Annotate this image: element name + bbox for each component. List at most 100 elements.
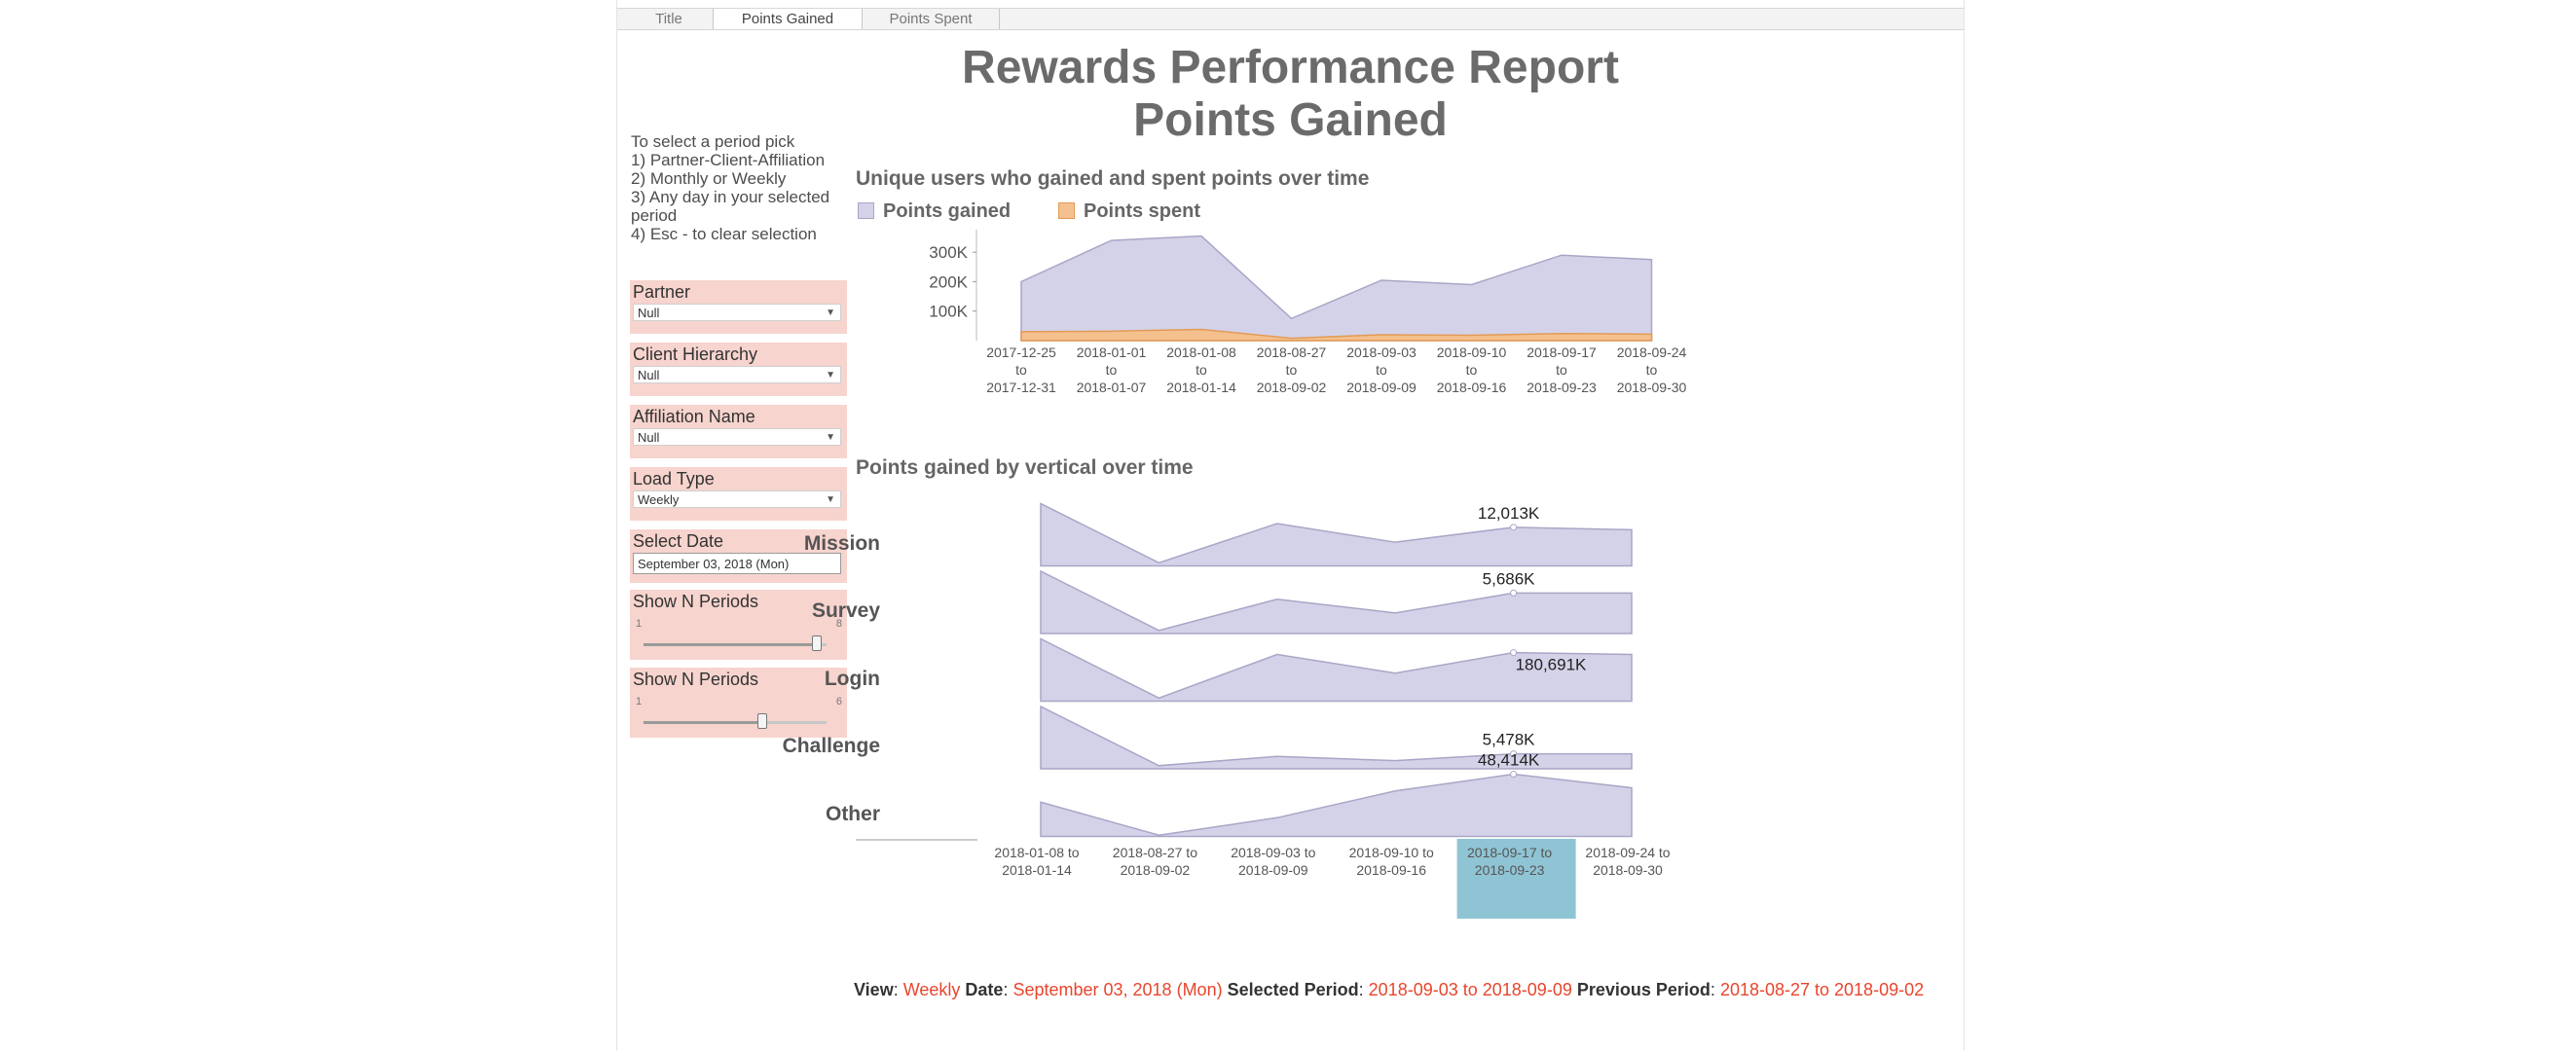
partner-filter: Partner Null ▼: [630, 280, 847, 334]
selected-point-marker[interactable]: [1510, 589, 1518, 597]
affiliation-dropdown-value: Null: [638, 430, 660, 445]
view-label: View: [854, 980, 894, 999]
row-label-survey: Survey: [811, 599, 880, 622]
slider-thumb[interactable]: [812, 635, 822, 651]
client-hierarchy-filter-label: Client Hierarchy: [633, 344, 758, 364]
x-tick-label: 2018-09-17 to 2018-09-23: [1467, 845, 1552, 878]
load-type-filter: Load Type Weekly ▼: [630, 467, 847, 521]
x-tick-label: 2018-01-01 to 2018-01-07: [1077, 344, 1147, 395]
x-tick-label: 2018-08-27 to 2018-09-02: [1113, 845, 1197, 878]
slider-fill: [644, 643, 817, 646]
vertical-area[interactable]: [1040, 502, 1633, 567]
affiliation-filter: Affiliation Name Null ▼: [630, 405, 847, 458]
x-tick-label: 2018-09-17 to 2018-09-23: [1527, 344, 1597, 395]
selected-point-marker[interactable]: [1510, 750, 1518, 758]
instruction-line: 4) Esc - to clear selection: [631, 225, 817, 243]
selected-point-marker[interactable]: [1510, 771, 1518, 778]
area-points-spent[interactable]: [1020, 328, 1653, 342]
swatch-gained: [858, 202, 874, 219]
data-label: 180,691K: [1516, 656, 1587, 674]
row-label-mission: Mission: [803, 532, 880, 555]
selected-period-highlight[interactable]: [1456, 839, 1576, 919]
instruction-line: 1) Partner-Client-Affiliation: [631, 151, 826, 169]
periods-slider[interactable]: [644, 635, 827, 651]
legend-points-spent[interactable]: Points spent: [1058, 200, 1200, 223]
view-value: Weekly: [902, 980, 961, 999]
periods-slider[interactable]: [644, 713, 827, 729]
select-date-filter-label: Select Date: [633, 531, 724, 551]
data-label: 5,478K: [1483, 731, 1536, 749]
load-type-dropdown[interactable]: Weekly ▼: [633, 490, 841, 508]
slider-max-label: 6: [835, 696, 842, 707]
x-tick-label: 2018-09-03 to 2018-09-09: [1346, 344, 1417, 395]
select-date-input[interactable]: September 03, 2018 (Mon): [633, 553, 841, 574]
select-date-filter: Select Date September 03, 2018 (Mon): [630, 529, 847, 583]
vertical-area[interactable]: [1040, 637, 1633, 703]
chevron-down-icon: ▼: [826, 308, 835, 318]
vertical-row: 48,414K: [1040, 751, 1633, 838]
previous-period-value: 2018-08-27 to 2018-09-02: [1719, 980, 1925, 999]
report-title: Rewards Performance Report: [962, 42, 1619, 93]
slider-min-label: 1: [636, 618, 643, 630]
tab-points-gained[interactable]: Points Gained: [714, 9, 863, 29]
x-tick-label: 2017-12-25 to 2017-12-31: [986, 344, 1056, 395]
vertical-row: 180,691K: [1040, 637, 1633, 703]
affiliation-dropdown[interactable]: Null ▼: [633, 428, 841, 446]
area-points-gained[interactable]: [1020, 235, 1653, 342]
y-tick-label: 200K: [929, 272, 968, 291]
x-tick-label: 2018-08-27 to 2018-09-02: [1257, 344, 1327, 395]
x-tick-label: 2018-09-10 to 2018-09-16: [1349, 845, 1434, 878]
show-n-periods-label: Show N Periods: [633, 592, 759, 611]
legend-label: Points spent: [1084, 200, 1201, 222]
load-type-filter-label: Load Type: [633, 469, 715, 489]
selected-period-label: Selected Period: [1227, 980, 1359, 999]
tab-points-spent[interactable]: Points Spent: [863, 9, 1000, 29]
client-hierarchy-dropdown-value: Null: [638, 368, 660, 382]
vertical-row: 5,686K: [1040, 569, 1633, 634]
y-tick-label: 300K: [929, 243, 968, 262]
vertical-area[interactable]: [1040, 569, 1633, 634]
slider-thumb[interactable]: [757, 713, 767, 729]
chart2-title: Points gained by vertical over time: [856, 456, 1194, 479]
y-tick-label: 100K: [929, 303, 968, 321]
row-label-other: Other: [825, 803, 880, 825]
chevron-down-icon: ▼: [826, 494, 835, 505]
client-hierarchy-filter: Client Hierarchy Null ▼: [630, 343, 847, 396]
chart1-title: Unique users who gained and spent points…: [856, 167, 1370, 190]
previous-period-label: Previous Period: [1576, 980, 1711, 999]
select-date-value: September 03, 2018 (Mon): [638, 557, 790, 571]
chevron-down-icon: ▼: [826, 432, 835, 443]
data-label: 5,686K: [1483, 569, 1536, 588]
chevron-down-icon: ▼: [826, 370, 835, 381]
x-tick-label: 2018-01-08 to 2018-01-14: [994, 845, 1079, 878]
data-label: 48,414K: [1478, 751, 1540, 770]
legend-points-gained[interactable]: Points gained: [858, 200, 1011, 223]
show-n-periods-label: Show N Periods: [633, 670, 759, 689]
client-hierarchy-dropdown[interactable]: Null ▼: [633, 366, 841, 383]
dashboard: Title Points Gained Points Spent Rewards…: [616, 0, 1965, 1051]
slider-fill: [644, 721, 762, 724]
vertical-area[interactable]: [1040, 773, 1633, 838]
partner-filter-label: Partner: [633, 282, 691, 302]
vertical-row: 12,013K: [1040, 502, 1633, 567]
vertical-area[interactable]: [1040, 705, 1633, 770]
selected-point-marker[interactable]: [1510, 649, 1518, 657]
instruction-line: To select a period pick: [631, 132, 795, 151]
date-value: September 03, 2018 (Mon): [1012, 980, 1223, 999]
row-label-login: Login: [824, 668, 880, 690]
date-label: Date: [965, 980, 1004, 999]
x-tick-label: 2018-01-08 to 2018-01-14: [1166, 344, 1236, 395]
show-n-periods-filter-2: Show N Periods 1 6: [630, 668, 847, 738]
instruction-line: 2) Monthly or Weekly: [631, 169, 787, 188]
x-tick-label: 2018-09-24 to 2018-09-30: [1585, 845, 1670, 878]
tab-title[interactable]: Title: [625, 9, 714, 29]
x-tick-label: 2018-09-24 to 2018-09-30: [1617, 344, 1687, 395]
instructions: To select a period pick 1) Partner-Clien…: [631, 132, 845, 243]
report-subtitle: Points Gained: [1133, 94, 1448, 146]
slider-max-label: 8: [835, 618, 842, 630]
instruction-line: 3) Any day in your selected period: [631, 188, 830, 225]
affiliation-filter-label: Affiliation Name: [633, 407, 755, 426]
tab-bar: Title Points Gained Points Spent: [617, 8, 1964, 30]
partner-dropdown[interactable]: Null ▼: [633, 304, 841, 321]
selected-point-marker[interactable]: [1510, 524, 1518, 531]
